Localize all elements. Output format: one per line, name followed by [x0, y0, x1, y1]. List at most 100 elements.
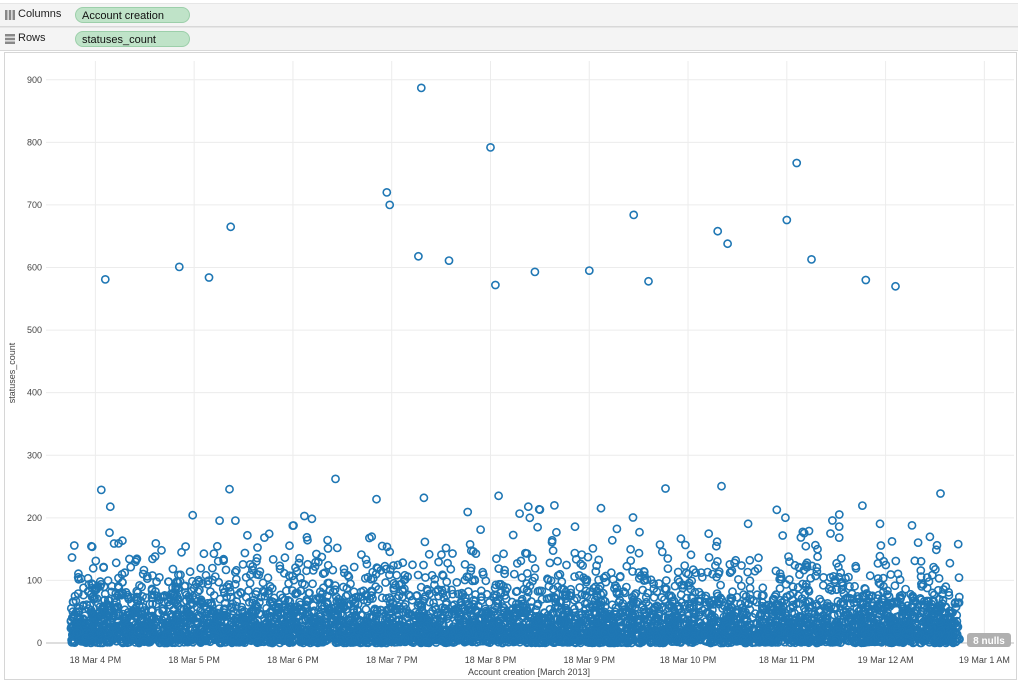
- scatter-point: [916, 595, 926, 605]
- columns-pill[interactable]: Account creation: [75, 7, 190, 23]
- scatter-point: [254, 570, 264, 580]
- scatter-point: [420, 537, 430, 547]
- scatter-point: [512, 558, 522, 568]
- scatter-points[interactable]: [66, 83, 964, 648]
- scatter-point: [294, 558, 304, 568]
- scatter-point: [147, 585, 157, 595]
- scatter-point: [331, 474, 340, 484]
- scatter-point: [552, 527, 561, 537]
- scatter-point: [185, 567, 195, 577]
- scatter-point: [889, 597, 899, 607]
- scatter-point: [953, 539, 963, 549]
- scatter-point: [386, 595, 396, 605]
- scatter-point: [600, 602, 610, 612]
- scatter-point: [159, 597, 169, 606]
- scatter-point: [295, 600, 305, 610]
- scatter-point: [377, 606, 386, 615]
- scatter-point: [749, 624, 759, 634]
- scatter-point: [673, 635, 683, 645]
- scatter-point: [168, 564, 178, 574]
- scatter-point: [332, 543, 342, 553]
- scatter-point: [804, 602, 814, 612]
- scatter-point: [839, 600, 848, 609]
- scatter-point: [623, 637, 633, 647]
- scatter-point: [323, 560, 333, 570]
- scatter-point: [581, 604, 591, 614]
- scatter-point: [292, 588, 302, 598]
- scatter-point: [495, 616, 505, 626]
- scatter-point: [295, 553, 304, 563]
- scatter-point: [941, 582, 951, 592]
- scatter-point: [575, 618, 585, 627]
- scatter-point: [928, 588, 937, 598]
- scatter-point: [466, 563, 476, 573]
- scatter-point: [463, 507, 473, 517]
- scatter-point: [103, 576, 113, 585]
- scatter-point: [771, 566, 781, 576]
- columns-shelf[interactable]: Columns Account creation: [0, 3, 1018, 27]
- scatter-point: [114, 590, 124, 599]
- scatter-point: [767, 638, 777, 647]
- scatter-point: [654, 579, 664, 588]
- scatter-point: [444, 618, 454, 628]
- scatter-point: [782, 592, 792, 601]
- scatter-point: [834, 510, 844, 519]
- scatter-point: [683, 599, 693, 609]
- scatter-point: [706, 600, 715, 609]
- scatter-point: [381, 578, 390, 587]
- scatter-point: [638, 634, 647, 643]
- scatter-point: [794, 591, 803, 601]
- scatter-point: [434, 557, 443, 567]
- scatter-point: [590, 595, 600, 605]
- scatter-point: [931, 545, 941, 555]
- scatter-point: [494, 579, 504, 589]
- scatter-point: [413, 570, 423, 580]
- scatter-point: [813, 552, 822, 562]
- scatter-point: [553, 556, 562, 566]
- scatter-point: [171, 582, 181, 592]
- scatter-point: [607, 535, 617, 545]
- scatter-point: [916, 572, 926, 581]
- scatter-point: [901, 584, 910, 594]
- scatter-point: [907, 520, 917, 530]
- scatter-point: [169, 634, 179, 643]
- scatter-point: [594, 575, 603, 585]
- scatter-point: [222, 592, 231, 602]
- scatter-point: [120, 568, 130, 578]
- scatter-point: [839, 632, 849, 642]
- scatter-point: [836, 553, 846, 563]
- scatter-point: [745, 555, 755, 565]
- scatter-point: [811, 540, 820, 550]
- rows-shelf[interactable]: Rows statuses_count: [0, 27, 1018, 51]
- plot-area[interactable]: 0 100 200 300 400 500 600 700 800 900 18 Mar 4 PM…: [4, 52, 1017, 680]
- scatter-point: [517, 573, 527, 583]
- scatter-point: [323, 635, 332, 645]
- scatter-point: [799, 528, 809, 538]
- rows-pill[interactable]: statuses_count: [75, 31, 190, 47]
- scatter-point: [280, 595, 290, 605]
- scatter-point: [150, 552, 160, 561]
- scatter-point: [561, 590, 571, 600]
- scatter-point: [770, 607, 780, 617]
- scatter-point: [303, 596, 313, 606]
- scatter-point: [758, 583, 768, 593]
- scatter-point: [152, 577, 161, 587]
- scatter-point: [837, 617, 847, 627]
- scatter-point: [313, 557, 323, 567]
- scatter-point: [831, 603, 841, 612]
- scatter-point: [361, 555, 371, 564]
- scatter-point: [138, 569, 148, 579]
- scatter-point: [522, 549, 532, 558]
- scatter-point: [931, 565, 940, 574]
- scatter-point: [189, 584, 199, 593]
- scatter-point: [384, 609, 394, 619]
- scatter-point: [867, 601, 877, 611]
- scatter-point: [917, 582, 926, 591]
- scatter-point: [603, 637, 613, 647]
- scatter-point: [741, 592, 751, 601]
- scatter-point: [545, 558, 555, 568]
- scatter-point: [594, 555, 604, 565]
- scatter-point: [299, 607, 308, 616]
- scatter-point: [380, 615, 390, 625]
